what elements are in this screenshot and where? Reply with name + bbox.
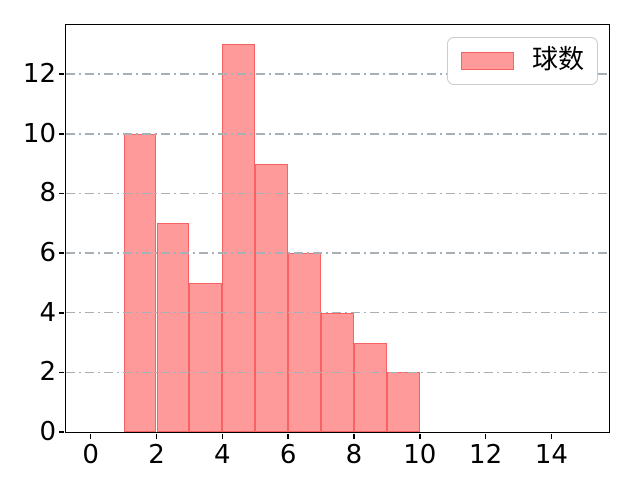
y-tick xyxy=(59,192,65,195)
x-tick-label: 0 xyxy=(82,440,99,470)
y-tick-label: 10 xyxy=(22,118,56,149)
x-tick xyxy=(353,433,355,439)
x-tick xyxy=(287,433,289,439)
y-tick-label: 12 xyxy=(22,59,56,90)
y-tick-label: 8 xyxy=(39,178,56,209)
histogram-bar xyxy=(353,342,387,432)
x-tick xyxy=(221,433,224,439)
y-tick xyxy=(59,133,65,135)
y-tick xyxy=(59,252,65,254)
x-tick xyxy=(484,433,487,439)
histogram-bar xyxy=(222,44,256,432)
y-tick-label: 0 xyxy=(39,417,56,447)
x-tick-label: 14 xyxy=(534,440,568,470)
y-tick xyxy=(59,371,65,374)
x-tick-label: 2 xyxy=(148,440,165,470)
legend-swatch-icon xyxy=(460,51,514,70)
x-tick-label: 12 xyxy=(469,440,503,470)
y-tick xyxy=(59,431,65,433)
x-tick-label: 4 xyxy=(214,440,231,470)
x-tick xyxy=(89,433,92,439)
plot-area: 球数 0 2 4 6 8 10 12 14 0 2 4 6 8 10 12 xyxy=(23,24,610,468)
histogram-bar xyxy=(386,372,420,432)
x-tick xyxy=(418,433,421,439)
x-tick-label: 6 xyxy=(279,440,297,470)
histogram-bar xyxy=(255,163,289,432)
histogram-bar xyxy=(156,223,190,432)
histogram-bar xyxy=(123,133,157,432)
y-tick xyxy=(59,311,65,314)
y-tick xyxy=(59,73,65,75)
x-tick-label: 8 xyxy=(345,440,363,470)
histogram-bar xyxy=(288,253,322,432)
histogram-bar xyxy=(189,282,223,432)
histogram-bar xyxy=(321,312,354,432)
x-tick-label: 10 xyxy=(403,440,437,470)
x-tick xyxy=(155,433,158,439)
y-tick-label: 4 xyxy=(39,297,56,328)
x-tick xyxy=(550,433,553,439)
legend: 球数 xyxy=(446,37,598,85)
legend-label: 球数 xyxy=(531,45,584,75)
y-tick-label: 2 xyxy=(39,357,56,388)
y-tick-label: 6 xyxy=(39,238,56,269)
